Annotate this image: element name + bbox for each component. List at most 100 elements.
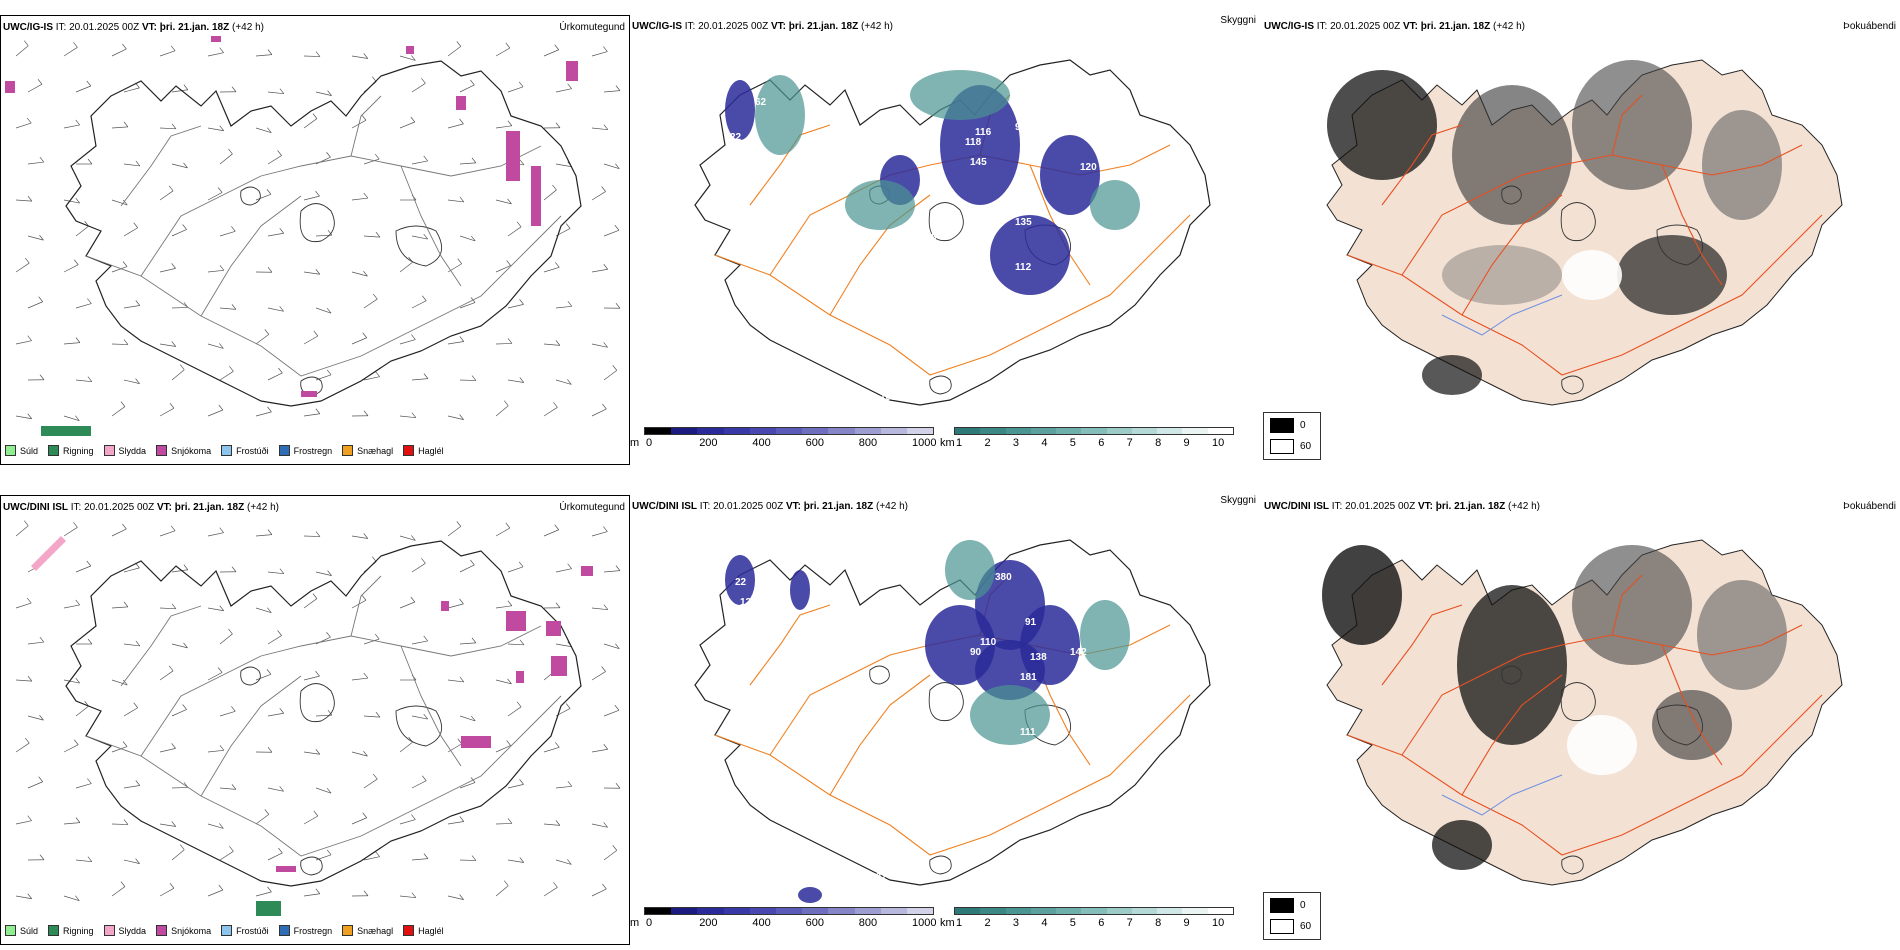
fog-map-2 (1322, 539, 1843, 886)
scale-tick: 200 (699, 917, 718, 929)
wind-barb (207, 404, 224, 417)
wind-barb (15, 257, 30, 273)
wind-barb (207, 823, 224, 829)
scale-tick: 6 (1098, 437, 1105, 449)
panel-title: Skyggni (1220, 15, 1256, 26)
scale-tick: 8 (1155, 437, 1162, 449)
scale-color (645, 428, 672, 434)
wind-barb (207, 605, 225, 612)
cloud-label: 142 (1070, 647, 1087, 658)
wind-barb (255, 406, 272, 417)
wind-barb (351, 192, 369, 201)
scale-color (749, 908, 776, 914)
wind-barb (543, 184, 557, 201)
road-4 (120, 125, 202, 207)
wind-barb (171, 642, 188, 649)
wind-barb (603, 643, 620, 650)
scale-color (1207, 908, 1233, 914)
cloud-label: 62 (755, 97, 767, 108)
wind-barb (543, 742, 560, 753)
scale-color (1157, 428, 1183, 434)
road-3 (1661, 644, 1723, 766)
fog-panel-1: UWC/IG-IS IT: 20.01.2025 00Z VT: þri. 21… (1262, 15, 1900, 465)
scale-color (775, 428, 803, 434)
wind-barb (219, 148, 233, 165)
wind-barb (267, 228, 285, 237)
wind-barb (111, 199, 128, 206)
legend-label: Haglél (418, 925, 444, 936)
wind-barb (507, 81, 524, 93)
wind-barb (111, 261, 128, 273)
panel-title: Úrkomutegund (559, 22, 625, 33)
scale-color (1207, 428, 1233, 434)
scale-tick: 1 (956, 917, 963, 929)
fog-shading (1322, 545, 1787, 870)
scale-color (1106, 428, 1132, 434)
fog-scale-legend: 0 60 (1263, 412, 1321, 460)
wind-barb (159, 341, 177, 347)
wind-barb (495, 740, 511, 753)
glacier-3 (300, 376, 323, 396)
scale-color (1106, 908, 1132, 914)
scale-color (854, 908, 881, 914)
wind-barb (543, 122, 561, 129)
wind-barb (591, 264, 609, 273)
wind-barb (255, 127, 272, 134)
wind-barb (303, 269, 321, 275)
wind-barb (255, 267, 273, 273)
wind-barb (159, 665, 174, 681)
glacier-3 (929, 855, 952, 875)
wind-barb (447, 118, 464, 129)
cloud-label: 13 (740, 612, 752, 623)
scale-color (1182, 428, 1208, 434)
legend-label: Rigning (63, 925, 94, 936)
fog-legend-row: 0 (1270, 898, 1306, 913)
wind-barb (399, 334, 416, 345)
wind-barb (447, 41, 462, 57)
scale-color (1182, 908, 1208, 914)
legend-label: Frostúði (236, 445, 269, 456)
wind-barb (219, 226, 236, 237)
legend-swatch (103, 925, 115, 936)
road-network (85, 575, 562, 857)
fog-legend-swatch (1270, 898, 1294, 913)
wind-barb (411, 853, 429, 861)
wind-barb (399, 116, 416, 129)
fog-map-1 (1326, 59, 1843, 406)
wind-barb (159, 403, 175, 417)
legend-item: Súld (5, 925, 38, 936)
wind-barb (555, 859, 572, 865)
scale-color (1005, 908, 1031, 914)
wind-barb (207, 343, 224, 349)
legend-swatch (221, 925, 233, 936)
scale-color (980, 908, 1006, 914)
wind-barb (495, 678, 512, 685)
wind-barb (351, 332, 368, 345)
glacier-3 (1561, 375, 1584, 395)
road-3 (1661, 164, 1723, 286)
wind-barb (267, 568, 285, 575)
wind-barb (591, 666, 606, 681)
wind-barb (63, 895, 80, 902)
wind-barb (27, 156, 45, 165)
wind-barb (207, 47, 224, 57)
scale-color (955, 428, 981, 434)
wind-barb (399, 535, 416, 541)
wind-barb (555, 781, 573, 789)
cloud-label: 138 (1030, 652, 1047, 663)
glacier-3 (300, 856, 323, 876)
wind-barb (267, 88, 285, 95)
wind-barb (351, 270, 368, 277)
wind-barb (363, 371, 380, 381)
cloud-label: 380 (995, 572, 1012, 583)
legend-item: Frostregn (278, 925, 332, 936)
cloud-label: 16 (915, 207, 927, 218)
scale-tick: 4 (1041, 437, 1048, 449)
wind-barb (255, 329, 270, 345)
cloud-label: 12 (740, 597, 752, 608)
wind-barb (447, 676, 465, 683)
wind-barb (159, 883, 175, 897)
panel-title: Þokuábendi (1843, 21, 1896, 32)
